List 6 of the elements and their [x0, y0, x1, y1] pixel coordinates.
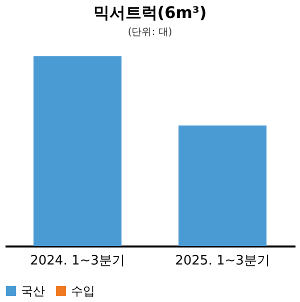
x-tick-label: 2024. 1~3분기: [30, 254, 125, 268]
x-tick-label: 2025. 1~3분기: [175, 254, 270, 268]
legend-label: 국산: [21, 284, 45, 298]
legend-label: 수입: [71, 284, 95, 298]
chart-title: 믹서트럭(6m³): [93, 3, 207, 22]
text: (단위: 대): [128, 27, 172, 38]
